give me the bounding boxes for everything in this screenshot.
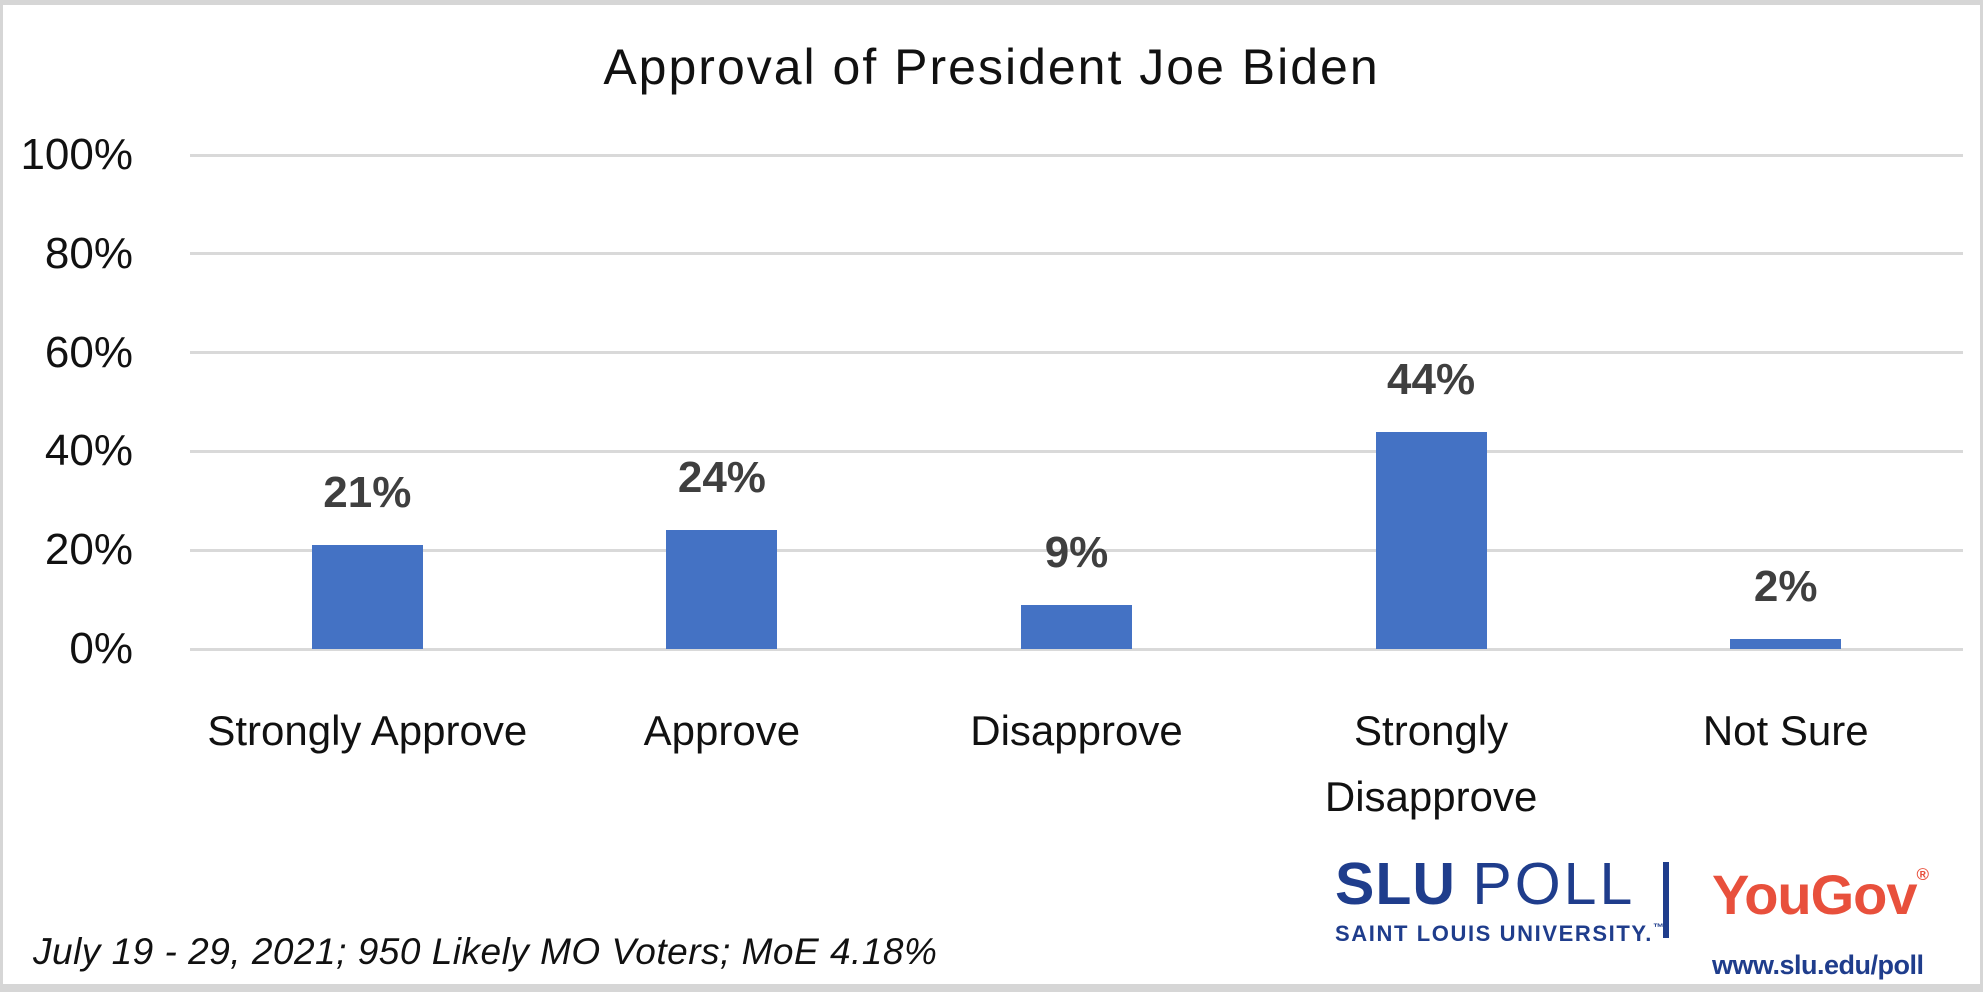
x-axis-category-label-line: Strongly [1354,707,1509,754]
gridline-0% [190,647,1963,651]
yougov-registered-symbol: ® [1916,865,1930,884]
x-axis-category-label-line: Disapprove [1324,773,1538,820]
bar-strongly-disapprove [1375,431,1487,649]
chart-title: Approval of President Joe Biden [603,39,1380,95]
y-axis-tick-label: 20% [44,525,133,575]
slu-subtitle-text: SAINT LOUIS UNIVERSITY. [1335,921,1653,946]
slu-poll-wordmark: SLU POLL [1335,855,1635,914]
slu-wordmark-poll: POLL [1472,851,1636,917]
x-axis-category-label-approve: Approve [546,698,898,764]
slu-trademark-symbol: ™ [1652,922,1666,934]
chart-background-panel [3,5,1980,984]
gridline-100% [190,153,1963,157]
bar-strongly-approve [311,545,423,649]
logo-divider [1663,862,1669,938]
x-axis-category-label-line: Strongly Approve [207,707,528,754]
y-axis-tick-label: 80% [44,228,133,278]
value-label-strongly-approve: 21% [323,468,412,518]
bar-not-sure [1730,639,1842,649]
x-axis-category-label-strongly-disapprove: Strongly Disapprove [1255,698,1607,830]
value-label-strongly-disapprove: 44% [1387,354,1476,404]
y-axis-tick-label: 60% [44,327,133,377]
x-axis-category-label-strongly-approve: Strongly Approve [191,698,543,764]
slu-poll-logo: SLU POLL SAINT LOUIS UNIVERSITY.™ [1335,855,1664,945]
gridline-80% [190,252,1963,256]
slu-wordmark-slu: SLU [1335,851,1456,917]
bar-disapprove [1021,604,1132,649]
slu-subtitle: SAINT LOUIS UNIVERSITY.™ [1335,923,1664,945]
x-axis-category-label-line: Disapprove [970,707,1183,754]
y-axis-tick-label: 100% [20,130,133,179]
gridline-60% [190,351,1963,355]
x-axis-category-label-line: Not Sure [1702,707,1869,754]
value-label-approve: 24% [677,453,766,503]
x-axis-category-label-disapprove: Disapprove [901,698,1253,764]
gridline-40% [190,449,1963,453]
x-axis-category-label-not-sure: Not Sure [1610,698,1962,764]
yougov-logo: YouGov® [1712,866,1929,923]
y-axis-tick-label: 40% [44,426,133,476]
methodology-note: July 19 - 29, 2021; 950 Likely MO Voters… [33,931,938,972]
y-axis-tick-label: 0% [69,624,133,673]
poll-url: www.slu.edu/poll [1712,950,1924,980]
x-axis-category-label-line: Approve [643,707,801,754]
bar-approve [666,530,778,649]
gridline-20% [190,548,1963,552]
yougov-wordmark: YouGov [1712,863,1918,926]
value-label-not-sure: 2% [1753,562,1818,612]
value-label-disapprove: 9% [1044,527,1109,577]
